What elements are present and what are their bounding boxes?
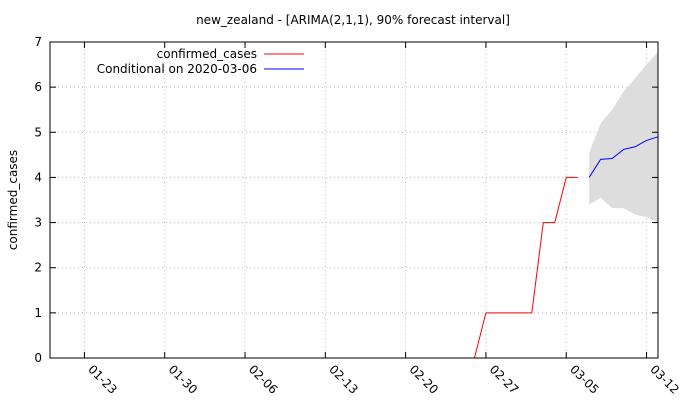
y-axis-label: confirmed_cases <box>6 150 20 250</box>
legend-label-confirmed-cases: confirmed_cases <box>157 47 257 61</box>
legend: confirmed_cases Conditional on 2020-03-0… <box>97 47 304 76</box>
axis-ticks: 0 1 2 3 4 5 6 7 01-23 01-30 02-06 02-13 02-20 02-27 03… <box>34 35 680 397</box>
x-tick-label: 01-30 <box>166 362 201 397</box>
forecast-interval-area <box>589 51 658 223</box>
grid-lines <box>50 42 658 358</box>
plot-frame <box>49 41 659 359</box>
y-tick-label: 5 <box>34 125 42 139</box>
y-tick-label: 2 <box>34 261 42 275</box>
x-tick-label: 02-20 <box>407 362 442 397</box>
x-tick-label: 02-13 <box>326 362 361 397</box>
series-lines <box>473 136 659 359</box>
forecast-interval-band <box>589 51 658 223</box>
y-tick-label: 1 <box>34 306 42 320</box>
y-tick-label: 6 <box>34 80 42 94</box>
x-tick-label: 02-06 <box>246 362 281 397</box>
y-tick-label: 7 <box>34 35 42 49</box>
x-tick-label: 03-12 <box>647 362 680 397</box>
x-tick-label: 03-05 <box>567 362 602 397</box>
conditional-forecast-line <box>588 136 659 178</box>
legend-label-conditional: Conditional on 2020-03-06 <box>97 62 257 76</box>
chart-title: new_zealand - [ARIMA(2,1,1), 90% forecas… <box>196 13 510 27</box>
confirmed-cases-line <box>473 176 578 359</box>
x-tick-label: 01-23 <box>85 362 120 397</box>
x-tick-label: 02-27 <box>487 362 522 397</box>
y-tick-label: 3 <box>34 216 42 230</box>
y-tick-label: 0 <box>34 351 42 365</box>
y-tick-label: 4 <box>34 170 42 184</box>
